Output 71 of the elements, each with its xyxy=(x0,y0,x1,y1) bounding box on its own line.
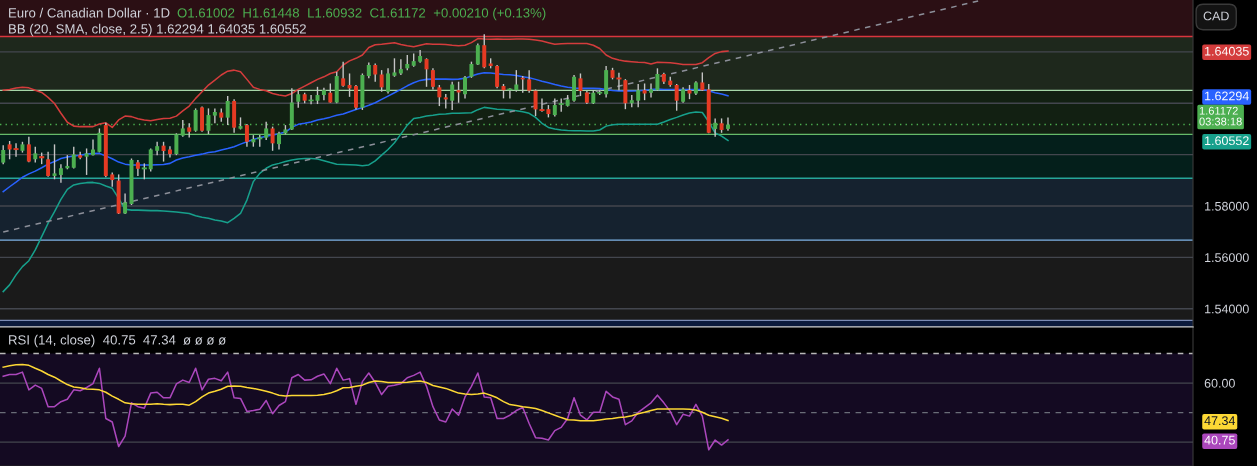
y-tick-label: 60.00 xyxy=(1204,378,1235,388)
candlestick xyxy=(572,74,577,103)
candlestick xyxy=(552,97,557,118)
candlestick xyxy=(392,57,397,78)
candlestick xyxy=(244,123,249,148)
candlestick xyxy=(636,83,641,109)
candlestick xyxy=(353,84,358,111)
annotation: +0.00210 (+0.13%) xyxy=(433,7,546,21)
candlestick xyxy=(91,138,95,157)
annotation: L1.60932 xyxy=(308,8,362,18)
candlestick xyxy=(430,67,435,91)
y-tick-label: 47.34 xyxy=(1204,416,1236,426)
y-tick-label: 1.64035 xyxy=(1205,46,1249,56)
candlestick xyxy=(212,107,217,124)
annotation: C1.61172 xyxy=(370,8,426,18)
candlestick xyxy=(578,72,583,97)
y-tick-label: 1.62294 xyxy=(1205,91,1249,101)
annotation: H1.61448 xyxy=(243,8,300,18)
candlestick xyxy=(270,125,275,152)
candlestick xyxy=(424,57,429,88)
line-series xyxy=(2,106,729,293)
annotation: 47.34 xyxy=(143,335,176,345)
candlestick xyxy=(398,58,403,76)
line-series xyxy=(2,363,729,422)
candlestick xyxy=(674,83,679,112)
chart-title: Euro / Canadian Dollar · 1D xyxy=(9,7,170,18)
candlestick xyxy=(71,145,76,170)
annotation: 40.75 xyxy=(103,335,136,345)
candlestick xyxy=(495,64,500,90)
candlestick xyxy=(482,33,487,70)
candlestick xyxy=(726,116,730,132)
ref-line-label: 1.61172 03:38:18 xyxy=(1199,106,1242,126)
candlestick xyxy=(46,151,51,178)
candlestick xyxy=(161,141,166,163)
y-tick-label: 1.60552 xyxy=(1205,136,1249,146)
candlestick xyxy=(463,75,467,100)
candlestick xyxy=(475,42,480,66)
y-tick-label: 1.58000 xyxy=(1205,201,1249,211)
text: BB (20, SMA, close, 2.5) 1.62294 1.64035 1.60552 xyxy=(9,23,306,37)
candlestick xyxy=(328,82,333,104)
candlestick xyxy=(649,82,654,99)
candlestick xyxy=(700,71,705,92)
candlestick xyxy=(655,67,660,92)
candlestick xyxy=(84,147,89,176)
candlestick xyxy=(347,72,352,98)
y-axis-title: CAD xyxy=(1203,11,1229,21)
candlestick xyxy=(58,163,63,184)
candlestick xyxy=(386,67,391,95)
candlestick xyxy=(379,69,384,93)
y-tick-label: 40.75 xyxy=(1204,435,1235,445)
annotation: O1.61002 xyxy=(177,8,235,18)
y-tick-label: 1.56000 xyxy=(1205,253,1249,263)
candlestick xyxy=(341,60,346,88)
candlestick xyxy=(52,143,57,180)
candlestick xyxy=(148,147,153,173)
y-tick-label: 1.54000 xyxy=(1205,304,1249,314)
candlestick xyxy=(533,88,538,117)
candlestick xyxy=(26,135,31,164)
candlestick xyxy=(437,84,442,107)
candlestick xyxy=(193,107,198,133)
candlestick xyxy=(527,69,532,94)
candlestick xyxy=(174,132,179,156)
annotation: ø ø ø ø xyxy=(183,337,226,345)
candlestick xyxy=(123,192,128,215)
candlestick xyxy=(373,62,378,83)
candlestick xyxy=(623,78,628,110)
candlestick xyxy=(200,105,205,133)
line-series xyxy=(2,367,729,451)
text: RSI (14, close) xyxy=(9,334,95,348)
candlestick xyxy=(1,144,6,165)
candlestick xyxy=(450,80,455,111)
